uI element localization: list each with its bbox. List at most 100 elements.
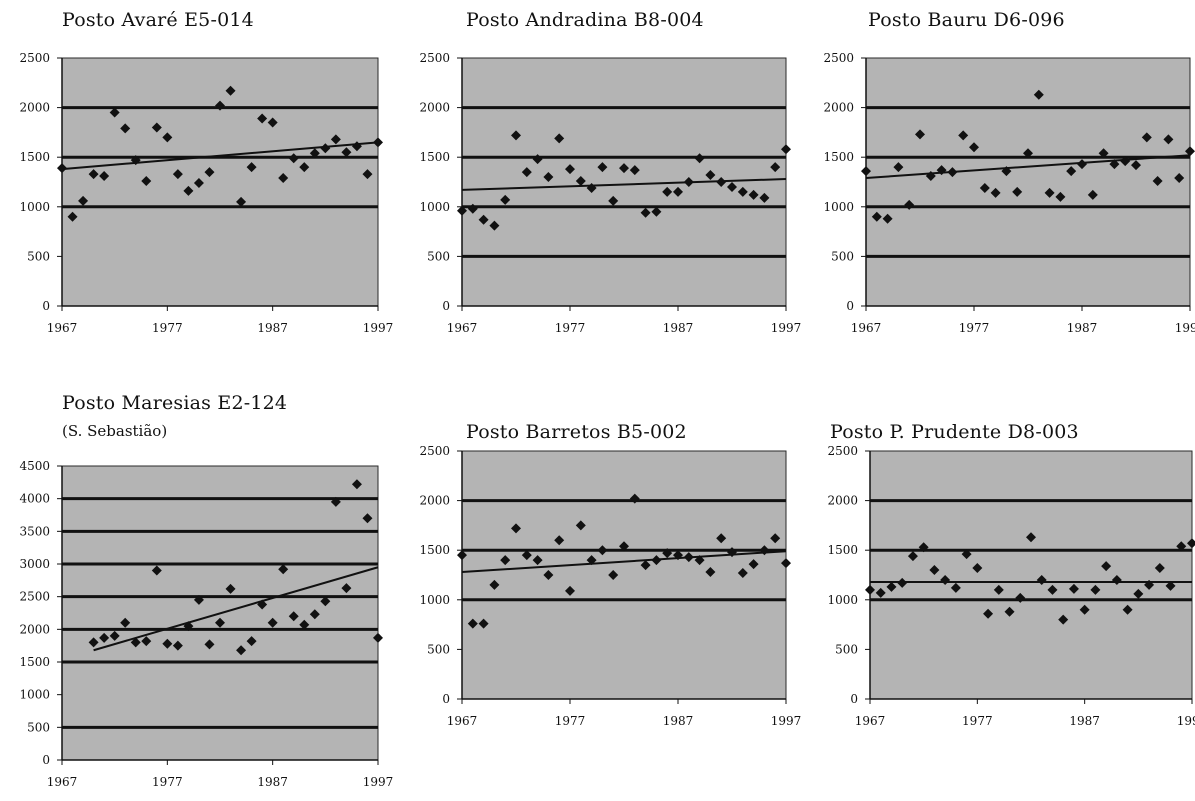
data-point — [673, 186, 683, 197]
data-point — [88, 637, 99, 648]
x-tick-label: 1977 — [555, 714, 586, 728]
y-tick-label: 0 — [442, 692, 450, 706]
data-point — [759, 192, 770, 203]
data-point — [662, 186, 673, 197]
data-point — [907, 551, 918, 562]
data-point — [597, 545, 608, 556]
data-point — [1163, 134, 1174, 145]
data-point — [309, 148, 320, 159]
data-point — [320, 596, 331, 607]
y-tick-label: 0 — [850, 692, 858, 706]
y-tick-label: 2500 — [19, 590, 50, 604]
data-point — [748, 189, 759, 200]
data-point — [961, 549, 972, 560]
y-tick-label: 2000 — [419, 101, 450, 115]
x-tick-label: 1997 — [771, 714, 802, 728]
data-point — [1055, 191, 1066, 202]
data-point — [915, 129, 925, 140]
data-point — [257, 113, 268, 124]
data-point — [897, 577, 908, 588]
chart-svg: 0 500 1000 1500 2000 2500 1967 1977 1987 1997 — [823, 51, 1195, 335]
data-point — [565, 585, 575, 596]
data-point — [362, 513, 373, 524]
data-point — [1090, 584, 1101, 595]
y-tick-label: 2000 — [19, 622, 50, 636]
chart-svg: 0 500 1000 1500 2000 2500 3000 3500 4000 4500 1967… — [19, 459, 393, 789]
y-tick-label: 0 — [442, 299, 450, 313]
plot-area — [61, 57, 379, 307]
data-point — [1101, 561, 1112, 572]
data-point — [1120, 156, 1131, 167]
data-point — [309, 609, 320, 620]
y-tick-label: 2500 — [419, 51, 450, 65]
data-point — [478, 214, 489, 225]
y-tick-label: 1000 — [19, 200, 50, 214]
data-point — [565, 164, 575, 175]
data-point — [737, 186, 748, 197]
data-point — [705, 567, 716, 578]
data-point — [532, 154, 543, 165]
data-point — [246, 636, 257, 647]
data-point — [299, 619, 310, 630]
data-point — [67, 211, 78, 222]
y-tick-label: 1500 — [419, 150, 450, 164]
data-point — [1144, 579, 1155, 590]
data-point — [373, 137, 383, 148]
data-point — [341, 583, 352, 594]
data-point — [162, 132, 173, 143]
y-tick-label: 500 — [835, 642, 858, 656]
data-point — [511, 523, 521, 534]
data-point — [940, 574, 951, 585]
data-point — [99, 171, 110, 182]
data-point — [467, 618, 478, 629]
data-point — [500, 194, 511, 205]
data-point — [225, 85, 236, 96]
data-point — [882, 213, 893, 224]
data-point — [1111, 574, 1122, 585]
y-tick-label: 1000 — [19, 688, 50, 702]
data-point — [651, 555, 662, 566]
data-point — [575, 176, 586, 187]
data-point — [1066, 166, 1077, 177]
trend-line — [461, 178, 787, 191]
y-tick-label: 0 — [42, 299, 50, 313]
y-tick-label: 0 — [846, 299, 854, 313]
data-point — [716, 533, 727, 544]
data-point — [861, 166, 871, 177]
data-point — [871, 211, 882, 222]
data-point — [979, 182, 990, 193]
chart-title: Posto Bauru D6-096 — [868, 9, 1065, 31]
y-tick-label: 2500 — [19, 51, 50, 65]
data-point — [629, 493, 640, 504]
data-point — [351, 141, 362, 152]
y-tick-label: 3500 — [19, 524, 50, 538]
data-point — [958, 130, 969, 141]
y-tick-label: 2000 — [19, 101, 50, 115]
data-point — [929, 565, 940, 576]
y-tick-label: 2500 — [823, 51, 854, 65]
y-tick-label: 2000 — [827, 494, 858, 508]
data-point — [950, 582, 961, 593]
y-tick-label: 2000 — [823, 101, 854, 115]
y-tick-label: 4000 — [19, 492, 50, 506]
data-point — [619, 163, 629, 174]
y-tick-label: 2500 — [827, 444, 858, 458]
x-tick-label: 1997 — [1175, 321, 1195, 335]
data-point — [1047, 584, 1058, 595]
data-point — [151, 565, 162, 576]
data-point — [1131, 160, 1141, 171]
data-point — [457, 550, 467, 561]
data-point — [1152, 176, 1163, 187]
data-point — [1154, 563, 1165, 574]
data-point — [183, 185, 194, 196]
data-point — [330, 134, 341, 145]
data-point — [694, 153, 705, 164]
plot-area — [869, 450, 1193, 700]
data-point — [141, 176, 152, 187]
data-point — [1077, 159, 1087, 170]
data-point — [489, 579, 500, 590]
data-point — [1098, 148, 1109, 159]
data-point — [1001, 166, 1012, 177]
data-point — [748, 559, 759, 570]
chart-svg: 0 500 1000 1500 2000 2500 1967 1977 1987 1997 — [419, 444, 801, 728]
